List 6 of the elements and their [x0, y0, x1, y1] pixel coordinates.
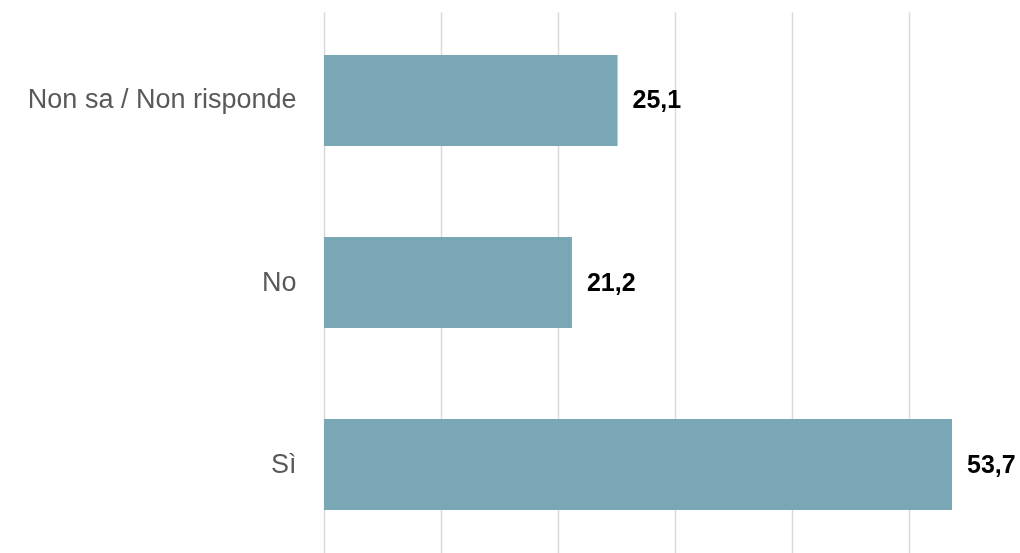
data-label: 53,7 — [967, 449, 1016, 478]
y-tick-label: Non sa / Non risponde — [27, 84, 297, 115]
data-label: 25,1 — [632, 85, 682, 114]
y-tick-label: Sì — [270, 448, 297, 479]
data-label: 21,2 — [586, 267, 636, 296]
y-tick-label: No — [261, 266, 297, 297]
